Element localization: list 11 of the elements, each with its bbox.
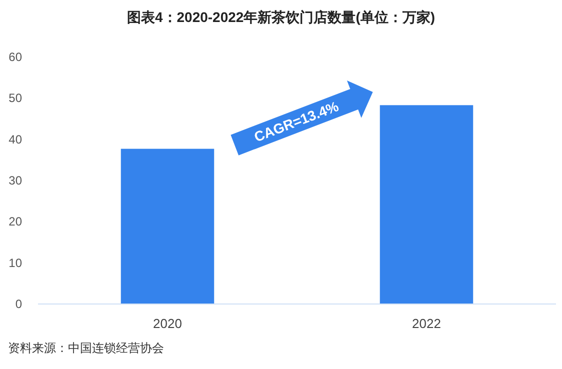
y-tick-label: 40: [8, 132, 22, 146]
y-tick-label: 30: [8, 174, 22, 188]
chart-title: 图表4：2020-2022年新茶饮门店数量(单位：万家): [126, 9, 436, 25]
y-tick-label: 0: [15, 297, 22, 311]
y-tick-label: 60: [8, 50, 22, 64]
text: 资料来源：中国连锁经营协会: [8, 341, 164, 355]
y-tick-label: 20: [8, 214, 22, 229]
x-tick-label: 2022: [412, 316, 441, 331]
x-tick-label: 2020: [153, 316, 182, 331]
y-tick-label: 10: [8, 256, 22, 270]
y-tick-label: 50: [8, 91, 22, 106]
